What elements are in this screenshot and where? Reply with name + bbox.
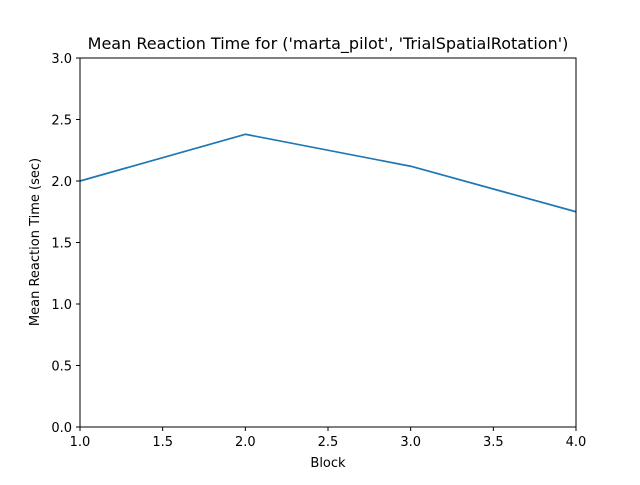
axis-ticks: 1.0 1.5 2.0 2.5 3.0 3.5 4.0 0.0 0.5 1.0 1.5 2.0 2.5 3… [51,52,586,450]
y-tick-label: 3.0 [51,52,72,67]
y-tick-label: 2.5 [51,114,72,129]
x-tick-label: 1.0 [70,435,91,450]
x-axis-label: Block [310,456,346,471]
x-tick-label: 1.5 [152,435,173,450]
y-tick-label: 1.5 [51,237,72,252]
x-tick-label: 3.0 [400,435,421,450]
plot-frame [80,58,576,427]
x-tick-label: 2.0 [235,435,256,450]
series-group [80,134,576,212]
series-line [80,134,576,211]
y-axis-label: Mean Reaction Time (sec) [28,158,43,326]
y-tick-label: 2.0 [51,175,72,190]
x-tick-label: 4.0 [566,435,587,450]
x-tick-label: 2.5 [318,435,339,450]
y-tick-label: 0.0 [51,421,72,436]
chart-title: Mean Reaction Time for ('marta_pilot', '… [88,34,569,54]
y-tick-label: 0.5 [51,360,72,375]
x-tick-label: 3.5 [483,435,504,450]
y-tick-label: 1.0 [51,298,72,313]
